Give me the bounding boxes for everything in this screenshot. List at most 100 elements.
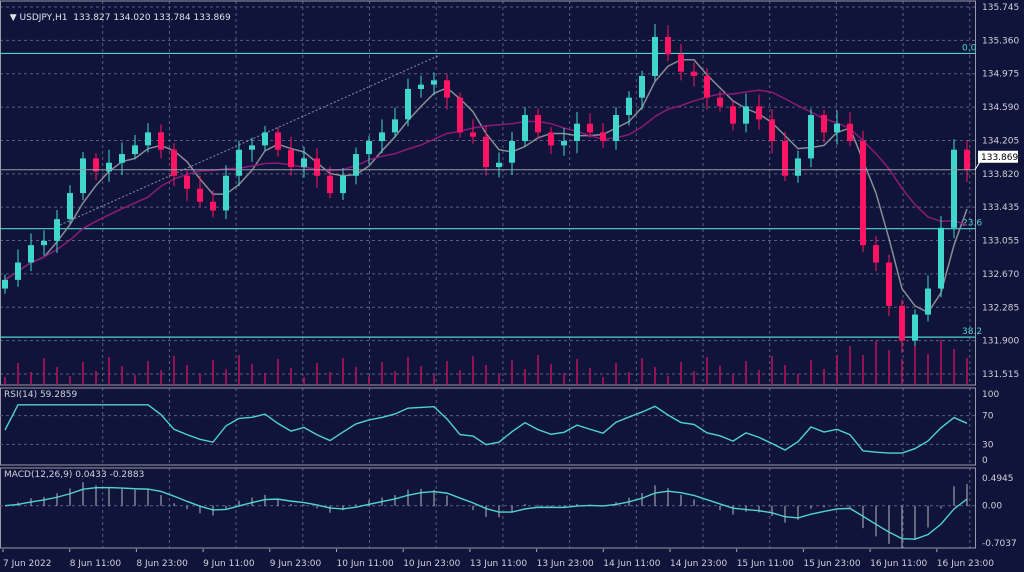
candle-bull [392,119,398,133]
candle-bear [886,262,892,306]
candle-bull [41,240,47,246]
candle-bull [353,154,359,176]
symbol-header: ▼ USDJPY,H1 133.827 134.020 133.784 133.… [4,3,231,23]
candle-bear [860,141,866,246]
candle-bull [106,162,112,172]
time-label: 10 Jun 11:00 [337,559,394,569]
current-price-tag [978,150,1018,163]
candle-bull [626,97,632,116]
candle-bull [15,262,21,280]
price-label: 134.205 [982,136,1019,146]
rsi-tick: 30 [982,440,994,450]
candle-bull [496,162,502,168]
candle-bull [249,145,255,150]
candle-bull [2,279,8,289]
candle-bear [821,115,827,133]
time-label: 10 Jun 23:00 [403,559,460,569]
collapse-triangle-icon[interactable]: ▼ [9,13,20,23]
rsi-line [4,404,968,454]
macd-label: MACD(12,26,9) 0.0433 -0.2883 [4,470,145,480]
candle-bear [678,54,684,72]
candle-bull [652,36,658,76]
candle-bull [301,158,307,168]
current-price-label: 133.869 [981,153,1018,163]
candle-bear [730,106,736,124]
price-label: 134.590 [982,103,1019,113]
price-label: 135.745 [982,3,1019,13]
candle-bear [665,36,671,55]
fib-trendline [59,54,441,226]
candle-bear [158,132,164,150]
time-label: 13 Jun 11:00 [470,559,527,569]
candle-bull [340,175,346,194]
pane-frame [0,467,976,549]
candle-bull [574,123,580,142]
time-label: 16 Jun 23:00 [937,559,994,569]
candle-bear [93,158,99,172]
time-label: 14 Jun 23:00 [670,559,727,569]
ma-fast-line [4,58,968,314]
macd-tick: -0.7037 [982,539,1017,549]
candle-bear [717,97,723,107]
candle-bull [262,132,268,146]
ohlc-low: 133.784 [153,13,191,23]
candle-bear [197,188,203,202]
candle-bear [691,71,697,76]
symbol: USDJPY,H1 [19,13,68,23]
macd-tick: 0.4945 [982,474,1014,484]
candle-bull [925,288,931,315]
candle-bull [132,145,138,155]
candle-bear [899,305,905,341]
price-label: 131.515 [982,370,1019,380]
candle-bull [522,115,528,142]
price-label: 132.285 [982,303,1019,313]
time-label: 13 Jun 23:00 [537,559,594,569]
candle-bull [145,132,151,146]
candle-bull [431,80,437,85]
candle-bull [405,88,411,120]
time-label: 16 Jun 11:00 [870,559,927,569]
candle-bull [743,106,749,124]
time-label: 9 Jun 23:00 [270,559,322,569]
candle-bear [535,115,541,133]
pane-frame [0,0,976,386]
candle-bear [275,132,281,150]
candle-bear [587,123,593,133]
candle-bull [54,219,60,241]
fib-level-label: 38.2 [962,327,982,337]
rsi-tick: 70 [982,412,994,422]
candle-bull [119,154,125,163]
time-label: 9 Jun 11:00 [203,559,255,569]
macd-tick: 0.00 [982,502,1002,512]
candle-bear [210,201,216,211]
candle-bull [795,158,801,176]
candle-bull [379,132,385,142]
ohlc-open: 133.827 [73,13,111,23]
price-label: 133.435 [982,203,1019,213]
candle-bear [964,149,970,170]
price-label: 131.900 [982,337,1019,347]
candle-bear [327,175,333,194]
macd-signal-line [4,486,968,540]
candle-bull [80,158,86,194]
candle-bull [951,149,957,228]
rsi-tick: 100 [982,390,999,400]
candle-bear [847,123,853,142]
time-label: 7 Jun 2022 [3,559,51,569]
candle-bear [782,141,788,176]
price-label: 133.055 [982,237,1019,247]
candle-bear [457,97,463,133]
candle-bull [236,149,242,176]
candle-bull [561,141,567,146]
candle-bear [171,149,177,176]
candle-bull [639,75,645,98]
candle-bear [184,175,190,189]
candle-bull [418,84,424,89]
ohlc-close: 133.869 [193,13,231,23]
candle-bull [366,141,372,155]
time-label: 15 Jun 11:00 [737,559,794,569]
candle-bear [444,80,450,98]
fib-level-label: 23.6 [962,219,982,229]
time-label: 8 Jun 11:00 [70,559,122,569]
